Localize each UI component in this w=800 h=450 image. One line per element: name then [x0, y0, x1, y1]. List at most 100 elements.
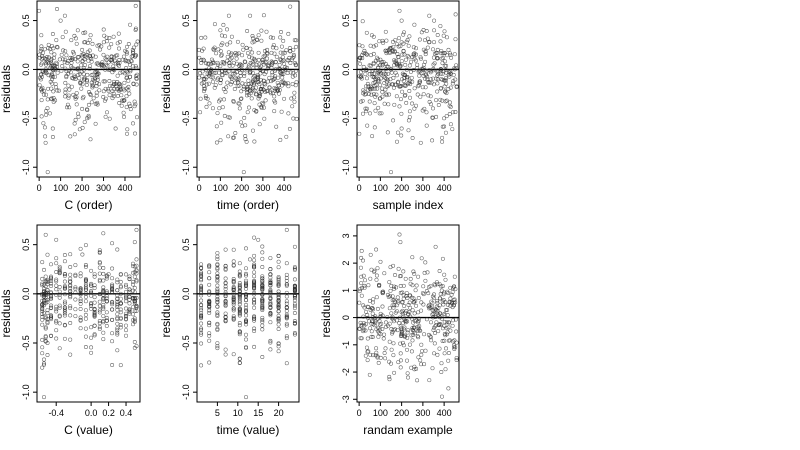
data-point: [73, 272, 78, 277]
data-point: [292, 286, 297, 291]
data-point: [284, 283, 289, 288]
data-point: [377, 111, 382, 116]
data-point: [426, 332, 431, 337]
data-point: [374, 247, 379, 252]
data-point: [219, 53, 224, 58]
data-point: [110, 290, 115, 295]
data-point: [68, 272, 73, 277]
data-point: [431, 47, 435, 52]
data-point: [278, 35, 283, 40]
x-axis-title: time (order): [217, 198, 279, 212]
data-point: [245, 93, 249, 98]
data-point: [233, 75, 238, 80]
data-point: [372, 83, 377, 88]
data-point: [398, 63, 403, 68]
data-point: [200, 74, 205, 79]
data-point: [133, 102, 138, 107]
data-point: [231, 317, 236, 321]
data-point: [208, 70, 213, 75]
plot-frame: [36, 0, 141, 178]
data-point: [284, 334, 289, 339]
data-point: [128, 74, 132, 79]
data-point: [446, 325, 451, 330]
data-point: [121, 110, 126, 115]
data-point: [135, 72, 140, 77]
data-point: [452, 338, 457, 343]
data-point: [288, 61, 293, 65]
data-point: [442, 29, 447, 34]
data-point: [369, 321, 374, 326]
data-point: [365, 315, 370, 320]
data-point: [440, 284, 445, 289]
data-point: [235, 84, 240, 89]
y-tick-label: 0.5: [181, 14, 191, 27]
data-point: [259, 28, 264, 33]
data-point: [271, 35, 276, 40]
data-point: [284, 309, 289, 313]
data-point: [46, 42, 51, 47]
data-point: [443, 130, 448, 135]
data-point: [54, 320, 59, 325]
data-point: [254, 62, 259, 67]
data-point: [257, 94, 262, 99]
y-tick-label: -0.5: [181, 111, 191, 127]
data-point: [284, 301, 289, 306]
data-point: [63, 87, 68, 92]
y-tick-label: -1.0: [181, 159, 191, 175]
y-tick-label: -0.5: [341, 111, 351, 127]
data-point: [133, 64, 138, 69]
data-point: [110, 285, 115, 290]
data-point: [244, 305, 248, 310]
data-point: [252, 265, 257, 270]
data-point: [212, 22, 217, 27]
data-point: [244, 302, 248, 307]
data-point: [134, 76, 139, 81]
data-point: [62, 307, 67, 312]
data-point: [294, 116, 299, 121]
data-point: [57, 313, 62, 318]
data-point: [68, 276, 73, 281]
data-point: [366, 283, 371, 288]
data-point: [107, 45, 112, 50]
data-point: [452, 66, 457, 71]
data-point: [359, 274, 364, 279]
data-point: [268, 278, 273, 283]
data-point: [440, 124, 445, 129]
data-point: [49, 96, 54, 101]
data-point: [115, 277, 120, 282]
data-point: [284, 316, 289, 321]
data-point: [92, 286, 97, 290]
data-point: [260, 68, 265, 73]
data-point: [49, 303, 53, 308]
data-point: [361, 314, 366, 319]
data-point: [63, 29, 68, 34]
data-point: [252, 301, 257, 306]
data-point: [438, 39, 443, 44]
data-point: [404, 67, 409, 72]
data-point: [385, 315, 390, 320]
data-point: [445, 308, 450, 312]
data-point: [40, 351, 45, 356]
data-point: [430, 138, 435, 143]
data-point: [263, 60, 268, 65]
data-point: [435, 299, 439, 304]
data-point: [111, 91, 116, 96]
data-point: [105, 63, 110, 68]
data-point: [399, 126, 404, 131]
data-point: [448, 122, 453, 127]
data-point: [101, 314, 106, 319]
data-point: [292, 296, 297, 300]
data-point: [386, 102, 391, 107]
data-point: [50, 32, 55, 36]
data-point: [246, 63, 251, 68]
data-point: [49, 64, 54, 69]
y-tick-label: -1.0: [21, 159, 31, 175]
data-point: [292, 321, 297, 325]
data-point: [231, 308, 236, 313]
data-point: [219, 52, 224, 57]
data-point: [436, 103, 441, 107]
data-point: [110, 284, 115, 288]
data-point: [89, 80, 94, 85]
data-point: [441, 33, 446, 38]
data-point: [110, 307, 115, 312]
